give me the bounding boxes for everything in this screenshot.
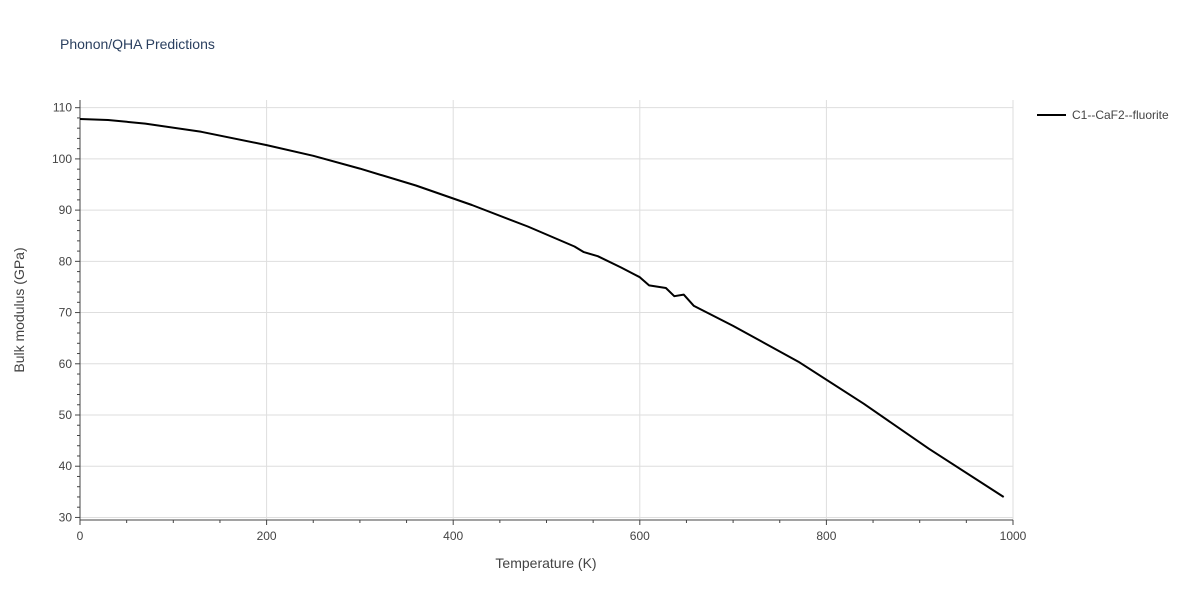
y-tick-label: 40 [59, 459, 73, 473]
y-tick-label: 50 [59, 408, 73, 422]
x-axis-title: Temperature (K) [495, 555, 596, 571]
y-tick-label: 110 [53, 101, 72, 115]
y-tick-label: 60 [59, 357, 73, 371]
y-axis-title: Bulk modulus (GPa) [11, 247, 27, 372]
legend-label: C1--CaF2--fluorite [1072, 108, 1169, 122]
x-tick-label: 0 [77, 529, 84, 543]
y-tick-label: 70 [59, 306, 73, 320]
y-tick-label: 90 [59, 203, 73, 217]
x-tick-label: 400 [443, 529, 463, 543]
axes [75, 100, 1014, 525]
legend[interactable]: C1--CaF2--fluorite [1037, 108, 1169, 122]
chart-title: Phonon/QHA Predictions [60, 36, 215, 52]
series-line[interactable] [79, 118, 1005, 498]
grid-lines [80, 100, 1014, 520]
x-tick-label: 800 [816, 529, 836, 543]
x-tick-label: 1000 [1000, 529, 1027, 543]
y-tick-label: 100 [52, 152, 72, 166]
y-tick-label: 30 [59, 510, 73, 524]
series-layer [79, 118, 1005, 498]
x-tick-label: 200 [257, 529, 277, 543]
tick-labels: 0 200 400 600 800 1000 30 40 50 60 70 80 90 100 110 [52, 101, 1027, 543]
y-tick-label: 80 [59, 254, 73, 268]
x-tick-label: 600 [630, 529, 650, 543]
